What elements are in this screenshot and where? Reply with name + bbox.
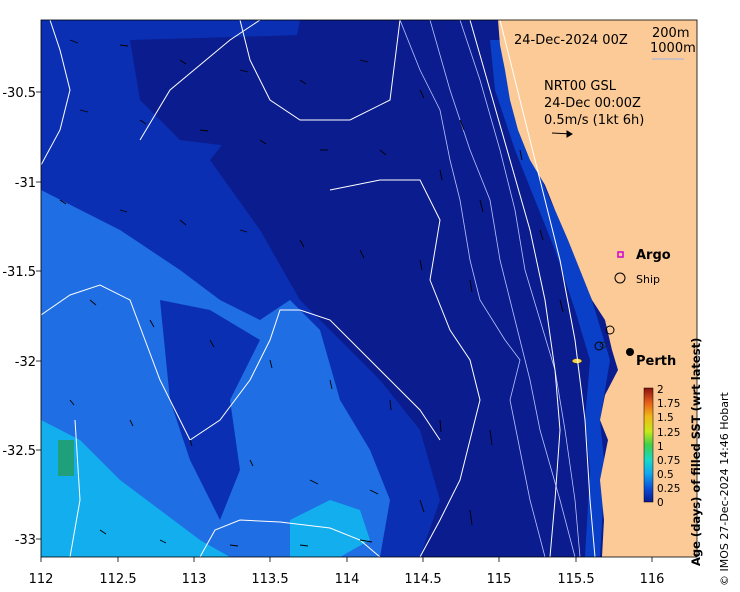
colorbar-tick-2: 2 (657, 384, 664, 396)
white-contours (41, 20, 596, 557)
current-vectors (59, 39, 564, 547)
current-scale-arrow (551, 130, 573, 138)
y-tick--31: -31 (15, 176, 36, 191)
colorbar-tick-0: 0 (657, 497, 664, 509)
perth-marker (626, 348, 634, 356)
colorbar-title: Age (days) of filled SST (wrt latest) (689, 338, 703, 566)
ocean-green-speck (58, 440, 74, 476)
y-tick--32.5: -32.5 (2, 444, 36, 459)
colorbar-tick-1.75: 1.75 (657, 398, 680, 410)
current-legend-line2: 24-Dec 00:00Z (544, 96, 641, 111)
ship-marker-offshore (594, 341, 604, 351)
colorbar-tick-1.25: 1.25 (657, 427, 680, 439)
colorbar-tick-0.25: 0.25 (657, 483, 680, 495)
y-tick--32: -32 (15, 355, 36, 370)
current-legend-line1: NRT00 GSL (544, 79, 617, 94)
colorbar-tick-1: 1 (657, 441, 664, 453)
x-tick-113: 113 (182, 572, 207, 587)
ship-label: Ship (636, 273, 660, 286)
colorbar-tick-0.75: 0.75 (657, 455, 680, 467)
y-axis: -30.5 -31 -31.5 -32 -32.5 -33 (2, 86, 36, 548)
argo-symbol (617, 251, 624, 258)
x-tick-115.5: 115.5 (557, 572, 594, 587)
x-tick-115: 115 (487, 572, 512, 587)
x-tick-114.5: 114.5 (404, 572, 441, 587)
contour-label-1000m: 1000m (650, 41, 696, 56)
y-tick--31.5: -31.5 (2, 265, 36, 280)
perth-label: Perth (636, 354, 676, 369)
x-tick-112: 112 (29, 572, 54, 587)
coastal-strip (490, 40, 610, 557)
ship-marker-coast (605, 325, 615, 335)
colorbar-tick-1.5: 1.5 (657, 412, 674, 424)
x-tick-113.5: 113.5 (251, 572, 288, 587)
credit-label: © IMOS 27-Dec-2024 14:46 Hobart (718, 391, 731, 586)
contour-label-200m: 200m (652, 26, 689, 41)
y-axis-tickmarks (36, 91, 41, 540)
colorbar (643, 387, 654, 503)
x-tick-116: 116 (640, 572, 665, 587)
bathymetry-contours (399, 20, 581, 557)
x-tick-112.5: 112.5 (99, 572, 136, 587)
colorbar-tick-0.5: 0.5 (657, 469, 674, 481)
y-tick--33: -33 (15, 533, 36, 548)
x-axis: 112 112.5 113 113.5 114 114.5 115 115.5 … (29, 572, 665, 587)
ship-symbol (614, 272, 626, 284)
ocean-dark-patch (130, 35, 330, 150)
x-axis-tickmarks (40, 557, 653, 562)
plot-frame (40, 19, 698, 558)
y-tick--30.5: -30.5 (2, 86, 36, 101)
current-legend-line3: 0.5m/s (1kt 6h) (544, 113, 644, 128)
ocean-cyan-region (41, 420, 230, 557)
date-title: 24-Dec-2024 00Z (514, 33, 628, 48)
x-tick-114: 114 (335, 572, 360, 587)
plot-area (41, 20, 697, 557)
argo-label: Argo (636, 248, 671, 263)
ocean-dark-tongue (160, 300, 260, 520)
colorbar-ticks: 2 1.75 1.5 1.25 1 0.75 0.5 0.25 0 (657, 384, 680, 509)
